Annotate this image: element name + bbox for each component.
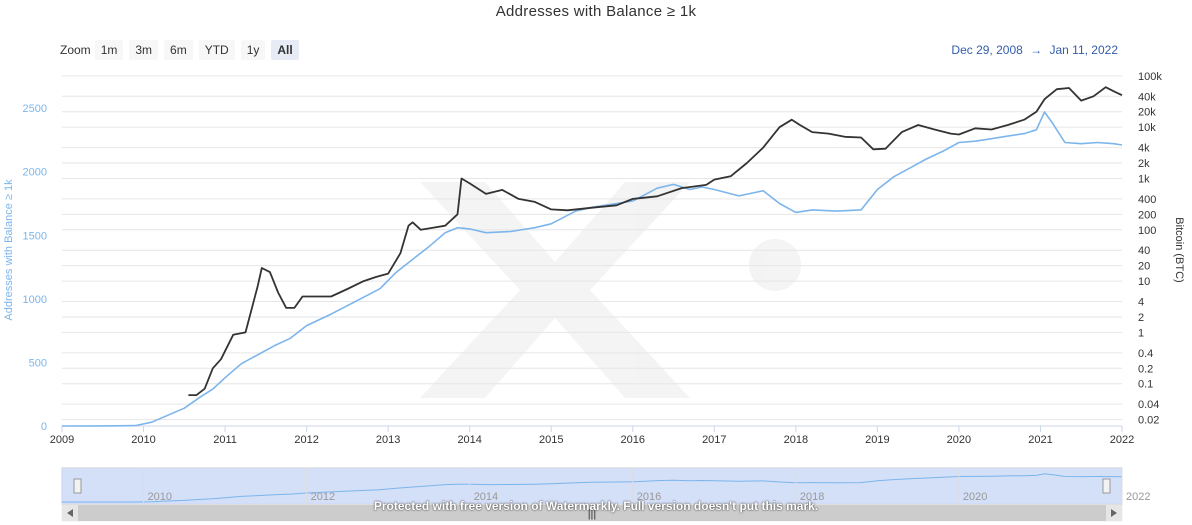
y-right-tick-100: 100 [1138, 225, 1156, 237]
logo-x-shape [420, 182, 690, 398]
y-left-tick-500: 500 [29, 357, 47, 369]
date-range-arrow: → [1030, 43, 1043, 57]
chart-title: Addresses with Balance ≥ 1k [495, 3, 697, 20]
y-axis-right: 0.02 0.04 0.1 0.2 0.4 1 2 4 10 20 40 100 200 400 1k 2k 4… [1138, 71, 1162, 427]
x-tick-label-2012: 2012 [294, 434, 318, 446]
y-axis-left-title: Addresses with Balance ≥ 1k [3, 179, 15, 321]
navigator-year-labels: 2010 2012 2014 2016 2018 2020 2022 [143, 468, 1150, 504]
y-right-tick-100k: 100k [1138, 71, 1162, 83]
x-tick-label-2017: 2017 [702, 434, 726, 446]
zoom-selector: Zoom 1m 3m 6m YTD 1y All [60, 40, 305, 60]
x-tick-label-2011: 2011 [213, 434, 237, 446]
navigator-label-2012: 2012 [311, 491, 335, 503]
navigator-label-2016: 2016 [637, 491, 661, 503]
x-tick-label-2018: 2018 [784, 434, 808, 446]
y-axis-left: 0 500 1000 1500 2000 2500 [23, 103, 47, 433]
scroll-right-arrow-icon [1111, 509, 1117, 517]
y-right-tick-0.04: 0.04 [1138, 399, 1159, 411]
navigator-label-2018: 2018 [800, 491, 824, 503]
y-right-tick-4k: 4k [1138, 143, 1150, 155]
navigator-handle-left[interactable] [73, 478, 82, 494]
watermark-notice: Protected with free version of Watermark… [373, 499, 819, 513]
y-left-tick-1000: 1000 [23, 294, 47, 306]
y-left-tick-0: 0 [41, 421, 47, 433]
y-right-tick-1: 1 [1138, 327, 1144, 339]
zoom-6m-button[interactable]: 6m [164, 40, 193, 60]
scrollbar[interactable]: ||| [61, 504, 1123, 522]
y-right-tick-40k: 40k [1138, 91, 1156, 103]
date-range-to[interactable]: Jan 11, 2022 [1049, 43, 1118, 57]
series-lines [61, 86, 1123, 427]
x-tick-label-2014: 2014 [457, 434, 481, 446]
y-right-tick-0.4: 0.4 [1138, 348, 1153, 360]
x-tick-label-2009: 2009 [50, 434, 74, 446]
navigator-label-2022: 2022 [1126, 491, 1150, 503]
y-right-tick-20k: 20k [1138, 107, 1156, 119]
y-right-tick-20: 20 [1138, 261, 1150, 273]
x-tick-label-2019: 2019 [865, 434, 889, 446]
zoom-1m-button[interactable]: 1m [94, 40, 124, 60]
y-right-tick-2: 2 [1138, 312, 1144, 324]
zoom-label: Zoom [60, 43, 91, 57]
y-right-tick-2k: 2k [1138, 158, 1150, 170]
background-logo [420, 182, 801, 398]
date-range: Dec 29, 2008 → Jan 11, 2022 [949, 43, 1120, 57]
y-right-tick-10k: 10k [1138, 122, 1156, 134]
scrollbar-thumb [78, 505, 1106, 521]
x-tick-label-2015: 2015 [539, 434, 563, 446]
date-range-from[interactable]: Dec 29, 2008 [951, 43, 1023, 57]
y-right-tick-1k: 1k [1138, 173, 1150, 185]
y-right-tick-4: 4 [1138, 297, 1144, 309]
y-left-tick-2500: 2500 [23, 103, 47, 115]
navigator-label-2014: 2014 [474, 491, 498, 503]
zoom-1y-button[interactable]: 1y [240, 40, 266, 60]
series-bitcoin-line [188, 86, 1123, 396]
logo-dot [749, 239, 801, 291]
navigator-mask [62, 468, 1122, 504]
y-right-tick-0.02: 0.02 [1138, 415, 1159, 427]
y-right-tick-10: 10 [1138, 276, 1150, 288]
grid-lines [62, 75, 1122, 421]
zoom-3m-button[interactable]: 3m [129, 40, 159, 60]
y-right-tick-400: 400 [1138, 194, 1156, 206]
y-axis-right-title: Bitcoin (BTC) [1173, 217, 1185, 282]
navigator-label-2010: 2010 [148, 491, 172, 503]
y-left-tick-1500: 1500 [23, 230, 47, 242]
navigator-handle-right[interactable] [1102, 478, 1111, 494]
x-axis: 2009 2010 2011 2012 2013 2014 2015 2016 2017 2018… [50, 425, 1134, 446]
y-right-tick-40: 40 [1138, 245, 1150, 257]
x-tick-label-2020: 2020 [947, 434, 971, 446]
zoom-all-button[interactable]: All [271, 40, 299, 60]
navigator[interactable]: 2010 2012 2014 2016 2018 2020 2022 [61, 467, 1150, 505]
x-tick-label-2022: 2022 [1110, 434, 1134, 446]
scrollbar-grip-icon: ||| [588, 508, 597, 520]
x-tick-label-2010: 2010 [131, 434, 155, 446]
y-right-tick-200: 200 [1138, 209, 1156, 221]
y-right-tick-0.2: 0.2 [1138, 363, 1153, 375]
x-tick-label-2021: 2021 [1028, 434, 1052, 446]
x-tick-label-2016: 2016 [621, 434, 645, 446]
y-left-tick-2000: 2000 [23, 167, 47, 179]
series-addresses-line [61, 111, 1123, 427]
x-tick-label-2013: 2013 [376, 434, 400, 446]
scroll-left-arrow-icon [67, 509, 73, 517]
navigator-label-2020: 2020 [963, 491, 987, 503]
y-right-tick-0.1: 0.1 [1138, 379, 1153, 391]
zoom-ytd-button[interactable]: YTD [198, 40, 235, 60]
